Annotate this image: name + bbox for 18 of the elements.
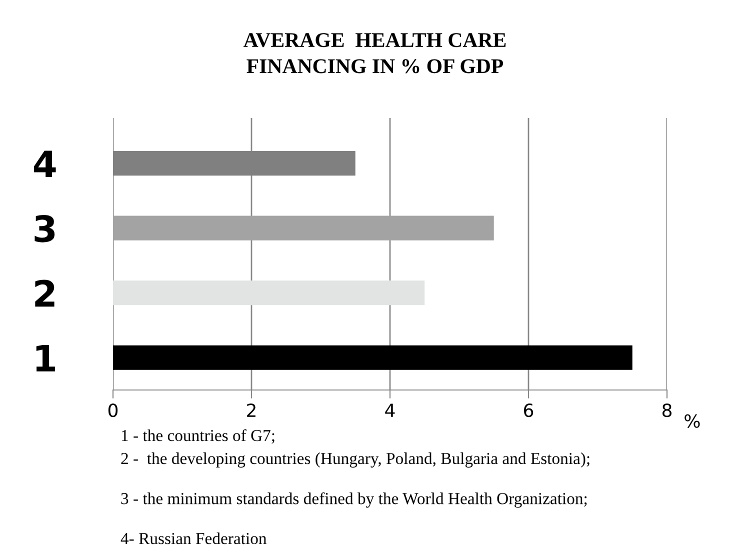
text: 1 - the countries of G7;	[122, 429, 274, 444]
text: 3 - the minimum standards defined by the World Health Organization;	[121, 492, 587, 508]
x-tick-label: 2	[247, 404, 256, 417]
x-tick-label: 0	[108, 404, 118, 418]
x-tick-label: 4	[385, 404, 395, 417]
y-tick-label: 1	[36, 345, 55, 372]
bar	[113, 280, 425, 306]
bar	[113, 345, 632, 370]
x-axis-title: %	[684, 414, 700, 428]
y-tick-label: 3	[34, 215, 55, 242]
bar	[113, 216, 494, 240]
text: 2 - the developing countries (Hungary, Poland, Bulgaria and Estonia);	[121, 452, 590, 468]
y-tick-label: 2	[35, 280, 54, 307]
y-tick-label: 4	[34, 150, 56, 178]
text: 4- Russian Federation	[120, 532, 267, 544]
x-tick-label: 8	[662, 404, 672, 418]
chart-title: AVERAGE HEALTH CARE FINANCING IN % OF GDP	[244, 33, 506, 74]
x-tick-label: 6	[524, 404, 534, 418]
